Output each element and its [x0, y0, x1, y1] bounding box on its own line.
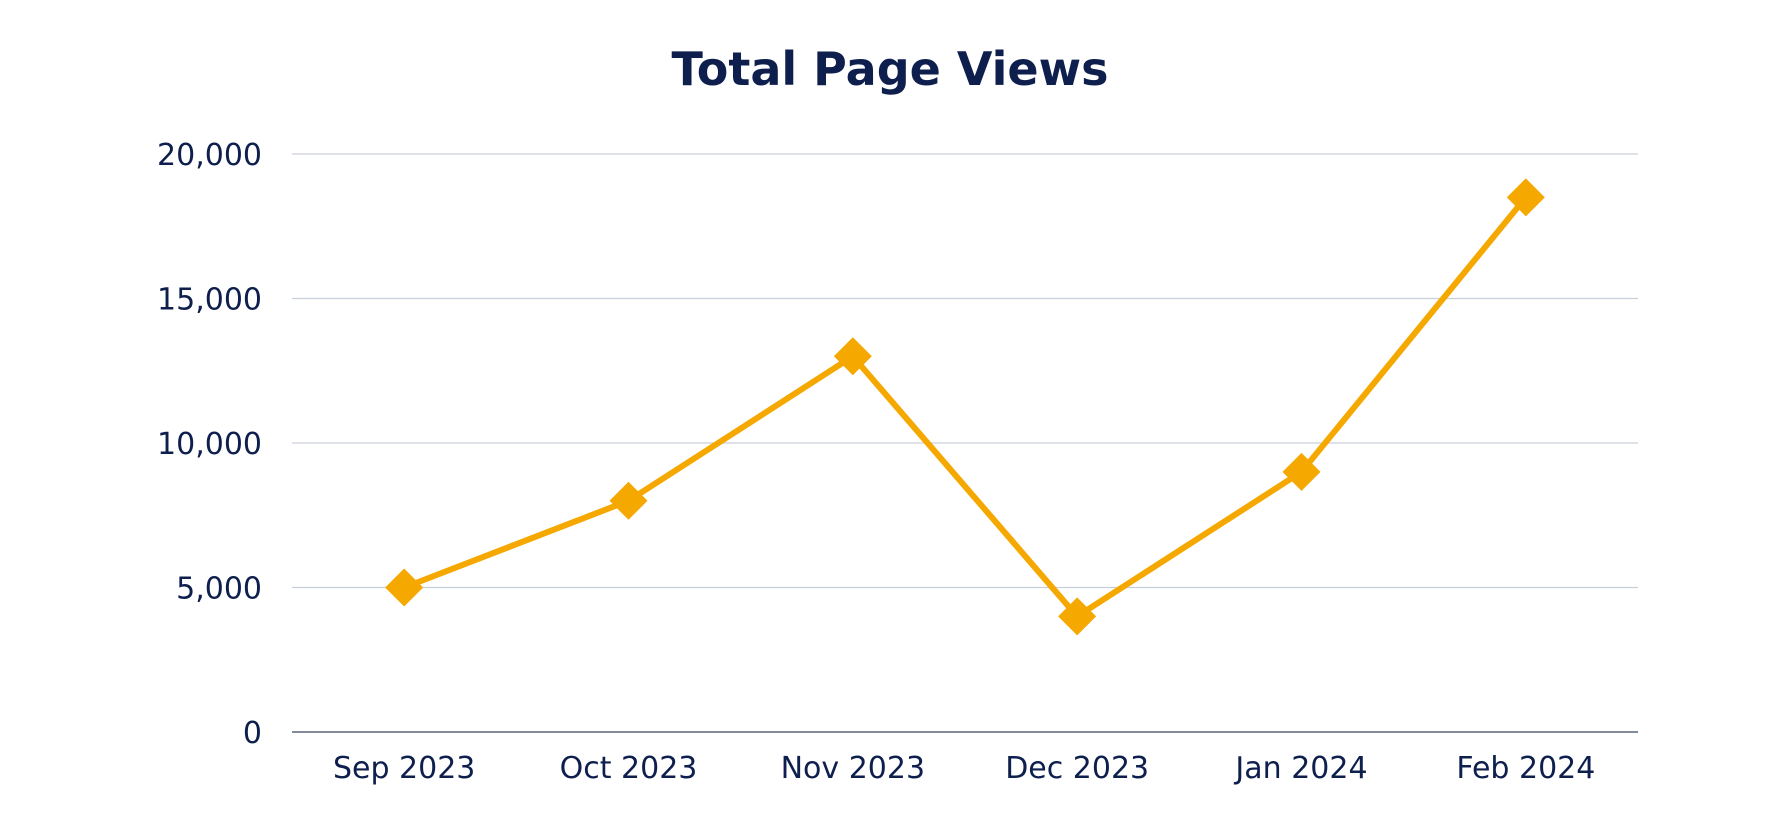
x-axis-tick-labels: Sep 2023 Oct 2023 Nov 2023 Dec 2023 Jan 2024… — [333, 751, 1595, 786]
x-tick-label: Jan 2024 — [1233, 751, 1367, 786]
x-tick-label: Oct 2023 — [560, 751, 698, 786]
y-tick-label: 0 — [243, 716, 262, 751]
data-point-marker — [1058, 597, 1097, 636]
data-point-marker — [1282, 452, 1321, 491]
x-tick-label: Nov 2023 — [781, 751, 925, 786]
y-tick-label: 15,000 — [157, 283, 262, 318]
x-tick-label: Dec 2023 — [1005, 751, 1149, 786]
x-tick-label: Sep 2023 — [333, 751, 475, 786]
data-point-marker — [385, 568, 424, 607]
chart-title: Total Page Views — [672, 42, 1109, 96]
y-tick-label: 20,000 — [157, 138, 262, 173]
x-tick-label: Feb 2024 — [1456, 751, 1595, 786]
data-point-marker — [1506, 178, 1545, 217]
y-axis-tick-labels: 0 5,000 10,000 15,000 20,000 — [157, 138, 262, 751]
y-tick-label: 5,000 — [176, 572, 262, 607]
series-layer — [385, 178, 1545, 636]
data-point-marker — [609, 481, 648, 520]
data-point-marker — [833, 337, 872, 376]
gridlines — [292, 153, 1638, 733]
y-tick-label: 10,000 — [157, 427, 262, 462]
series-line — [403, 195, 1529, 621]
